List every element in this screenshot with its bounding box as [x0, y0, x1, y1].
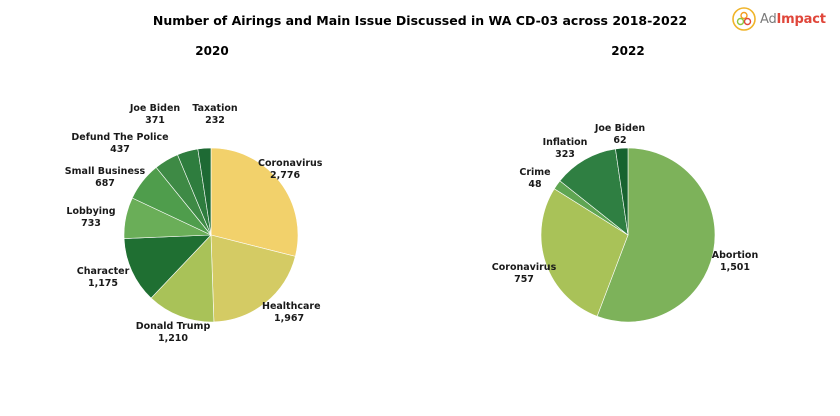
pie-slice-2022-joe-biden: [615, 147, 629, 236]
pie-slice-2020-healthcare: [210, 234, 296, 323]
logo-text: AdImpact: [760, 12, 826, 27]
pie-slice-2022-abortion: [596, 147, 716, 323]
pie-slice-2020-donald-trump: [150, 234, 215, 323]
slice-value-2022-joe-biden: 62: [613, 135, 626, 146]
slice-label-2020-character: Character: [77, 266, 130, 277]
slice-value-2022-crime: 48: [528, 179, 542, 190]
slice-value-2020-donald-trump: 1,210: [158, 333, 188, 344]
slice-label-2020-coronavirus: Coronavirus: [258, 158, 323, 169]
pie-slice-2020-character: [123, 234, 212, 299]
slice-label-2020-lobbying: Lobbying: [66, 206, 115, 217]
slice-label-2022-coronavirus: Coronavirus: [492, 262, 557, 273]
pie-title-2022: 2022: [611, 44, 644, 58]
slice-value-2020-coronavirus: 2,776: [270, 170, 300, 181]
slice-label-2022-joe-biden: Joe Biden: [594, 123, 646, 134]
slice-value-2020-character: 1,175: [88, 278, 118, 289]
pie-slice-2022-inflation: [559, 148, 629, 236]
slice-value-2020-healthcare: 1,967: [274, 313, 304, 324]
chart-title: Number of Airings and Main Issue Discuss…: [153, 13, 687, 28]
logo-text-ad: Ad: [760, 11, 777, 27]
pie-slice-2022-coronavirus: [540, 188, 629, 317]
slice-value-2022-abortion: 1,501: [720, 262, 750, 273]
slice-label-2022-crime: Crime: [519, 167, 550, 178]
slice-label-2020-healthcare: Healthcare: [262, 301, 321, 312]
adimpact-logo: AdImpact: [732, 6, 826, 32]
logo-mark-icon: [732, 7, 756, 31]
logo-text-impact: Impact: [776, 11, 826, 27]
pie-slice-2020-coronavirus: [210, 147, 299, 257]
slice-value-2020-small-business: 687: [95, 178, 115, 189]
slice-label-2020-donald-trump: Donald Trump: [136, 321, 211, 332]
slice-label-2020-taxation: Taxation: [192, 103, 238, 114]
slice-value-2020-defund-the-police: 437: [110, 144, 130, 155]
slice-label-2020-defund-the-police: Defund The Police: [71, 132, 168, 143]
slice-label-2020-joe-biden: Joe Biden: [129, 103, 181, 114]
charts-layer: 2020Coronavirus2,776Healthcare1,967Donal…: [65, 44, 759, 344]
slice-value-2022-inflation: 323: [555, 149, 575, 160]
slice-value-2020-joe-biden: 371: [145, 115, 165, 126]
pie-title-2020: 2020: [195, 44, 228, 58]
slice-value-2022-coronavirus: 757: [514, 274, 534, 285]
slice-value-2020-taxation: 232: [205, 115, 225, 126]
pie-slice-2020-taxation: [197, 147, 212, 236]
slice-label-2022-inflation: Inflation: [543, 137, 588, 148]
slice-label-2020-small-business: Small Business: [65, 166, 146, 177]
slice-value-2020-lobbying: 733: [81, 218, 101, 229]
slice-label-2022-abortion: Abortion: [712, 250, 759, 261]
